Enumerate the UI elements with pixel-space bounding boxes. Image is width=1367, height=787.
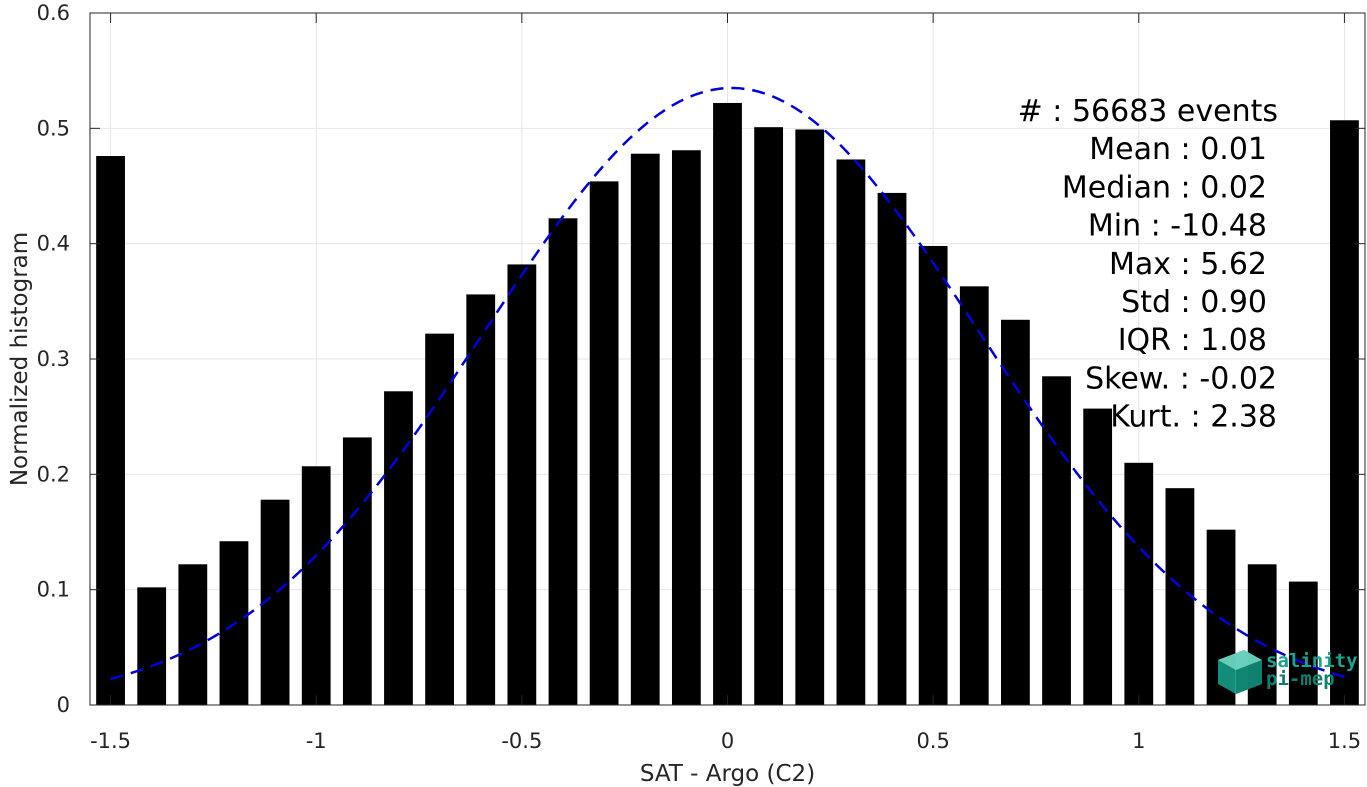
statistics-line: Skew. : -0.02 — [1085, 361, 1277, 396]
histogram-bar — [96, 156, 125, 706]
histogram-bar — [918, 245, 948, 705]
bars — [96, 102, 1359, 706]
histogram-bar — [795, 129, 825, 705]
statistics-line: Kurt. : 2.38 — [1110, 400, 1277, 435]
y-tick-label: 0.6 — [37, 1, 70, 25]
histogram-bar — [589, 181, 619, 706]
x-tick-label: -1 — [306, 729, 327, 753]
histogram-bar — [1165, 488, 1195, 705]
statistics-line: # : 56683 events — [1018, 94, 1278, 129]
histogram-bar — [1124, 462, 1154, 705]
x-tick-label: 0 — [721, 729, 734, 753]
cube-top — [1218, 650, 1262, 670]
cube-side — [1236, 660, 1262, 694]
statistics-line: Std : 0.90 — [1121, 285, 1267, 320]
histogram-bar — [1001, 319, 1030, 705]
y-axis-label: Normalized histogram — [7, 232, 33, 486]
y-tick-label: 0 — [57, 693, 70, 717]
histogram-bar — [384, 391, 413, 705]
statistics-line: Min : -10.48 — [1088, 209, 1267, 244]
histogram-bar — [836, 159, 866, 705]
histogram-bar — [671, 150, 701, 705]
y-tick-labels: 0 0.1 0.2 0.3 0.4 0.5 0.6 — [37, 1, 70, 717]
histogram-bar — [877, 192, 907, 706]
x-tick-label: 1 — [1132, 729, 1145, 753]
x-tick-label: -0.5 — [501, 729, 542, 753]
histogram-bar — [630, 153, 660, 705]
histogram-bar — [713, 102, 742, 705]
axis-ticks — [90, 12, 1365, 706]
gaussian-fit-curve — [110, 86, 1345, 681]
statistics-line: Max : 5.62 — [1109, 247, 1267, 282]
x-axis-label: SAT - Argo (C2) — [640, 761, 815, 787]
x-tick-label: -1.5 — [90, 729, 131, 753]
statistics-line: IQR : 1.08 — [1118, 323, 1267, 358]
histogram-bar — [425, 333, 454, 705]
histogram-bar — [342, 437, 372, 705]
histogram-bar — [137, 587, 167, 705]
x-tick-label: 1.5 — [1328, 729, 1361, 753]
y-tick-label: 0.3 — [37, 347, 70, 371]
x-tick-label: 0.5 — [916, 729, 949, 753]
cube-logo-icon — [1218, 650, 1262, 694]
histogram-bar — [301, 466, 331, 705]
logo-text-line1: salinity — [1266, 650, 1358, 672]
statistics-line: Mean : 0.01 — [1089, 132, 1267, 167]
x-tick-labels: -1.5 -1 -0.5 0 0.5 1 1.5 — [90, 729, 1361, 753]
statistics-line: Median : 0.02 — [1062, 170, 1267, 205]
y-tick-label: 0.1 — [37, 578, 70, 602]
histogram-bar — [1083, 408, 1113, 705]
histogram-bar — [754, 127, 784, 706]
histogram-bar — [548, 218, 578, 705]
y-tick-label: 0.4 — [37, 232, 70, 256]
y-tick-label: 0.2 — [37, 462, 70, 486]
histogram-bar — [1330, 120, 1359, 705]
histogram-bar — [959, 286, 989, 705]
histogram-bar — [466, 294, 496, 705]
y-tick-label: 0.5 — [37, 116, 70, 140]
histogram-bar — [1042, 376, 1071, 705]
histogram-bar — [178, 564, 208, 705]
histogram-bar — [507, 264, 537, 705]
histogram-bar — [1288, 581, 1318, 705]
salinity-pi-mep-logo: salinity pi-mep — [1218, 650, 1358, 694]
logo-text-line2: pi-mep — [1266, 668, 1335, 690]
